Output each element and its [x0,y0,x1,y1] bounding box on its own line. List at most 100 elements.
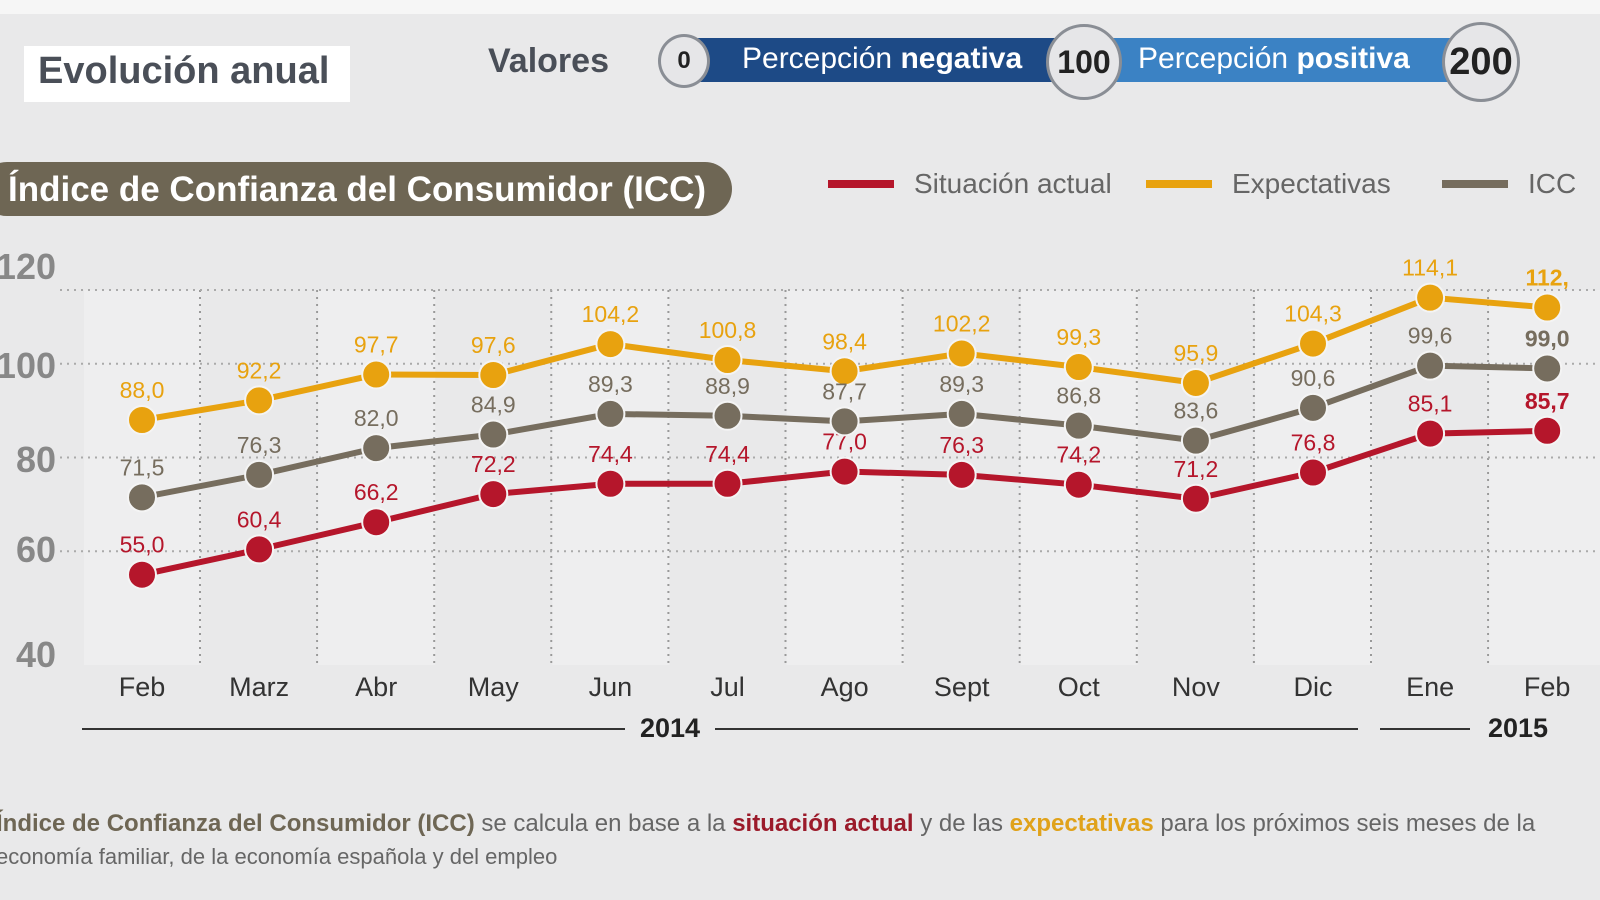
year-label-2014: 2014 [640,713,700,743]
data-point [1063,469,1094,500]
data-point [829,406,860,437]
legend-swatch-icc [1442,180,1508,188]
data-point [478,479,509,510]
data-label: 97,7 [354,332,399,358]
y-tick-label: 40 [16,634,56,675]
data-label: 97,6 [471,332,516,358]
data-label: 85,1 [1408,391,1453,417]
x-tick-label: Nov [1172,672,1221,702]
year-label-2015: 2015 [1488,713,1548,743]
data-point [1063,410,1094,441]
top-strip [0,0,1600,14]
legend-icc: ICC [1528,168,1577,199]
data-point [712,345,743,375]
data-point [1298,392,1328,423]
data-point [829,356,860,387]
scale-mid: 100 [1046,24,1122,100]
data-point [244,534,275,565]
data-label: 84,9 [471,392,516,418]
data-label: 83,6 [1174,398,1219,424]
data-point [127,559,157,590]
data-point [127,405,157,435]
negative-label: Percepción negativa [742,42,1023,75]
y-tick-label: 80 [16,439,56,480]
data-label: 82,0 [354,405,399,431]
data-label: 74,4 [705,441,750,467]
x-tick-label: Feb [1524,672,1571,702]
data-point [1415,282,1446,313]
data-point [595,468,626,499]
data-point [361,433,392,464]
data-label: 76,8 [1291,430,1336,456]
data-label: 66,2 [354,479,399,505]
data-point [244,385,275,416]
y-tick-label: 60 [16,529,56,570]
data-point [1298,328,1328,359]
data-label: 71,2 [1174,456,1219,482]
data-label: 76,3 [237,432,282,458]
column-band [84,290,201,665]
data-label: 88,9 [705,373,750,399]
x-tick-label: Oct [1058,672,1101,702]
data-point [946,338,977,369]
data-point [127,482,157,513]
data-label: 89,3 [588,371,633,397]
page-title: Evolución anual [38,50,330,92]
x-tick-label: Jul [710,672,745,702]
data-label: 104,3 [1284,301,1342,327]
chart-title-pill [0,162,732,216]
data-label: 112, [1525,265,1569,291]
scale-min: 0 [658,34,710,88]
data-point [595,329,626,360]
data-label: 74,2 [1056,442,1101,468]
data-label: 89,3 [939,371,984,397]
data-label: 104,2 [582,301,640,327]
positive-scale-bar [1090,38,1470,82]
negative-scale-bar [690,38,1070,82]
valores-label: Valores [488,42,609,80]
legend-swatch-expectativas [1146,180,1212,188]
data-point [595,398,626,429]
data-label: 114,1 [1402,255,1458,281]
positive-label: Percepción positiva [1138,42,1410,75]
data-label: 90,6 [1291,365,1336,391]
data-label: 92,2 [237,357,282,383]
data-point [1180,483,1211,514]
data-label: 87,7 [822,378,867,404]
data-point [1532,415,1563,446]
data-point [478,360,509,390]
data-label: 88,0 [120,377,165,403]
data-point [1063,352,1094,383]
y-tick-label: 100 [0,345,56,386]
x-tick-label: May [468,672,520,702]
x-tick-label: Jun [589,672,633,702]
data-label: 95,9 [1174,340,1219,366]
data-point [1532,292,1563,323]
y-tick-label: 120 [0,246,56,287]
column-band [318,290,436,665]
data-label: 55,0 [120,532,165,558]
data-point [361,359,392,390]
legend-situacion: Situación actual [914,168,1112,199]
chart-title: Índice de Confianza del Consumidor (ICC) [8,170,707,209]
footnote-line1: Índice de Confianza del Consumidor (ICC)… [0,810,1536,837]
data-label: 74,4 [588,441,633,467]
x-tick-label: Marz [229,672,289,702]
data-label: 72,2 [471,451,516,477]
data-point [361,507,392,538]
footnote-line2: economía familiar, de la economía españo… [0,844,558,869]
x-tick-label: Ago [821,672,869,702]
data-label: 76,3 [939,432,984,458]
data-label: 100,8 [699,317,757,343]
data-label: 99,3 [1056,324,1101,350]
x-tick-label: Feb [119,672,166,702]
data-point [1415,350,1446,381]
data-label: 98,4 [822,328,867,354]
data-point [829,456,860,487]
title-box [24,46,350,102]
data-point [1180,367,1211,398]
data-point [1298,457,1328,488]
data-point [712,468,743,499]
data-point [1532,353,1563,384]
